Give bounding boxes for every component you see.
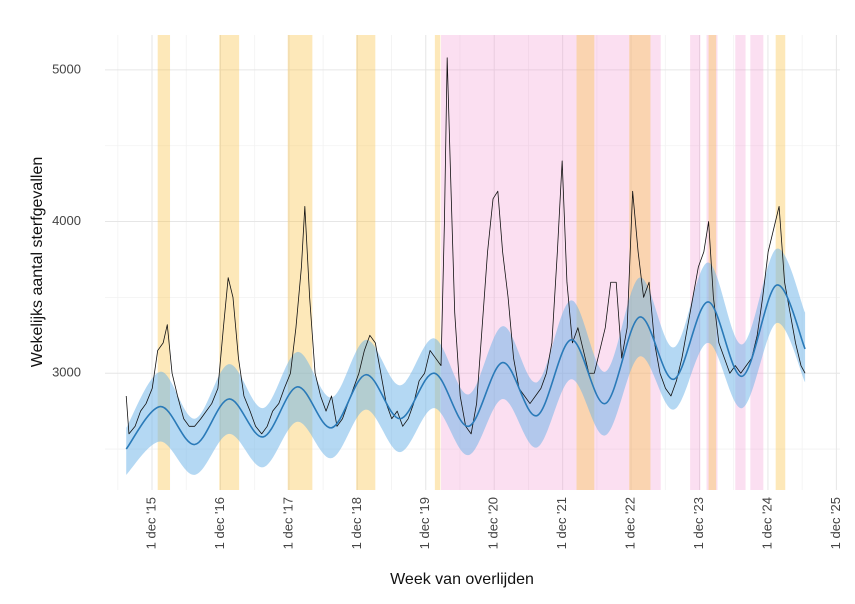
highlight-period bbox=[629, 35, 651, 490]
y-tick-label: 3000 bbox=[52, 365, 81, 380]
y-axis-title: Wekelijks aantal sterfgevallen bbox=[29, 157, 46, 367]
highlight-period bbox=[690, 35, 701, 490]
y-tick-label: 5000 bbox=[52, 61, 81, 76]
x-tick-label: 1 dec '15 bbox=[143, 497, 158, 549]
x-tick-label: 1 dec '24 bbox=[759, 497, 774, 549]
x-tick-label: 1 dec '23 bbox=[691, 497, 706, 549]
baseline-line bbox=[125, 284, 806, 450]
highlight-period bbox=[750, 35, 764, 490]
highlight-period bbox=[735, 35, 746, 490]
y-tick-label: 4000 bbox=[52, 213, 81, 228]
highlight-period bbox=[356, 35, 376, 490]
x-tick-label: 1 dec '21 bbox=[554, 497, 569, 549]
highlight-period bbox=[576, 35, 595, 490]
x-tick-label: 1 dec '25 bbox=[828, 497, 843, 549]
x-tick-label: 1 dec '18 bbox=[349, 497, 364, 549]
baseline-band bbox=[126, 248, 806, 475]
highlight-period bbox=[706, 35, 718, 490]
x-tick-label: 1 dec '16 bbox=[212, 497, 227, 549]
highlight-period bbox=[708, 35, 717, 490]
observed-line bbox=[125, 57, 806, 435]
x-tick-label: 1 dec '22 bbox=[623, 497, 638, 549]
x-axis-title: Week van overlijden bbox=[390, 571, 534, 588]
x-tick-label: 1 dec '20 bbox=[486, 497, 501, 549]
x-tick-label: 1 dec '19 bbox=[417, 497, 432, 549]
highlight-period bbox=[434, 35, 441, 490]
x-tick-label: 1 dec '17 bbox=[280, 497, 295, 549]
